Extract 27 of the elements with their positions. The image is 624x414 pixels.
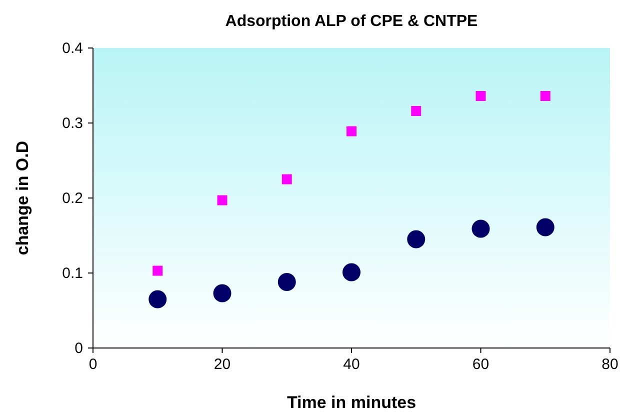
y-tick-label: 0.3 [62, 115, 83, 132]
x-tick-label: 20 [214, 356, 231, 373]
y-tick-label: 0.1 [62, 265, 83, 282]
point [213, 284, 232, 302]
point [540, 91, 550, 101]
point [278, 273, 296, 291]
point [152, 266, 163, 276]
point [476, 91, 486, 101]
point [411, 106, 422, 116]
point [282, 174, 292, 184]
y-tick-label: 0 [74, 340, 83, 357]
point [217, 195, 228, 206]
point [148, 290, 167, 308]
y-axis-title: change in O.D [13, 140, 32, 256]
x-tick-label: 80 [602, 356, 618, 373]
point [342, 263, 360, 282]
x-tick-label: 40 [343, 356, 360, 373]
chart-title: Adsorption ALP of CPE & CNTPE [225, 13, 478, 30]
x-tick-label: 0 [88, 356, 98, 373]
y-tick-label: 0.2 [62, 190, 83, 207]
point [472, 220, 490, 238]
point [407, 230, 426, 248]
y-tick-label: 0.4 [62, 40, 83, 57]
x-axis-title: Time in minutes [286, 393, 416, 412]
point [346, 126, 356, 136]
x-tick-label: 60 [472, 356, 490, 373]
point [536, 218, 554, 236]
